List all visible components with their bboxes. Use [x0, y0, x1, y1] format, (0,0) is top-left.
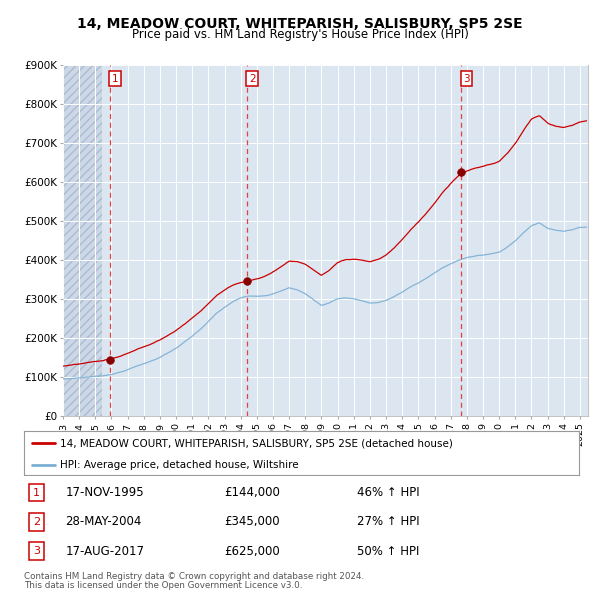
Text: 46% ↑ HPI: 46% ↑ HPI — [357, 486, 419, 499]
Text: 2: 2 — [32, 517, 40, 527]
Text: 17-AUG-2017: 17-AUG-2017 — [65, 545, 145, 558]
Text: 50% ↑ HPI: 50% ↑ HPI — [357, 545, 419, 558]
Text: HPI: Average price, detached house, Wiltshire: HPI: Average price, detached house, Wilt… — [60, 460, 299, 470]
Text: £144,000: £144,000 — [224, 486, 280, 499]
Text: £345,000: £345,000 — [224, 515, 280, 529]
Text: 17-NOV-1995: 17-NOV-1995 — [65, 486, 144, 499]
Text: 2: 2 — [249, 74, 256, 84]
Text: 28-MAY-2004: 28-MAY-2004 — [65, 515, 142, 529]
Text: 3: 3 — [33, 546, 40, 556]
Text: 27% ↑ HPI: 27% ↑ HPI — [357, 515, 419, 529]
Text: 14, MEADOW COURT, WHITEPARISH, SALISBURY, SP5 2SE: 14, MEADOW COURT, WHITEPARISH, SALISBURY… — [77, 17, 523, 31]
Text: 1: 1 — [112, 74, 119, 84]
Text: £625,000: £625,000 — [224, 545, 280, 558]
Text: This data is licensed under the Open Government Licence v3.0.: This data is licensed under the Open Gov… — [24, 581, 302, 590]
Text: 3: 3 — [463, 74, 470, 84]
Text: Contains HM Land Registry data © Crown copyright and database right 2024.: Contains HM Land Registry data © Crown c… — [24, 572, 364, 581]
Text: 1: 1 — [33, 487, 40, 497]
Text: 14, MEADOW COURT, WHITEPARISH, SALISBURY, SP5 2SE (detached house): 14, MEADOW COURT, WHITEPARISH, SALISBURY… — [60, 438, 453, 448]
Text: Price paid vs. HM Land Registry's House Price Index (HPI): Price paid vs. HM Land Registry's House … — [131, 28, 469, 41]
